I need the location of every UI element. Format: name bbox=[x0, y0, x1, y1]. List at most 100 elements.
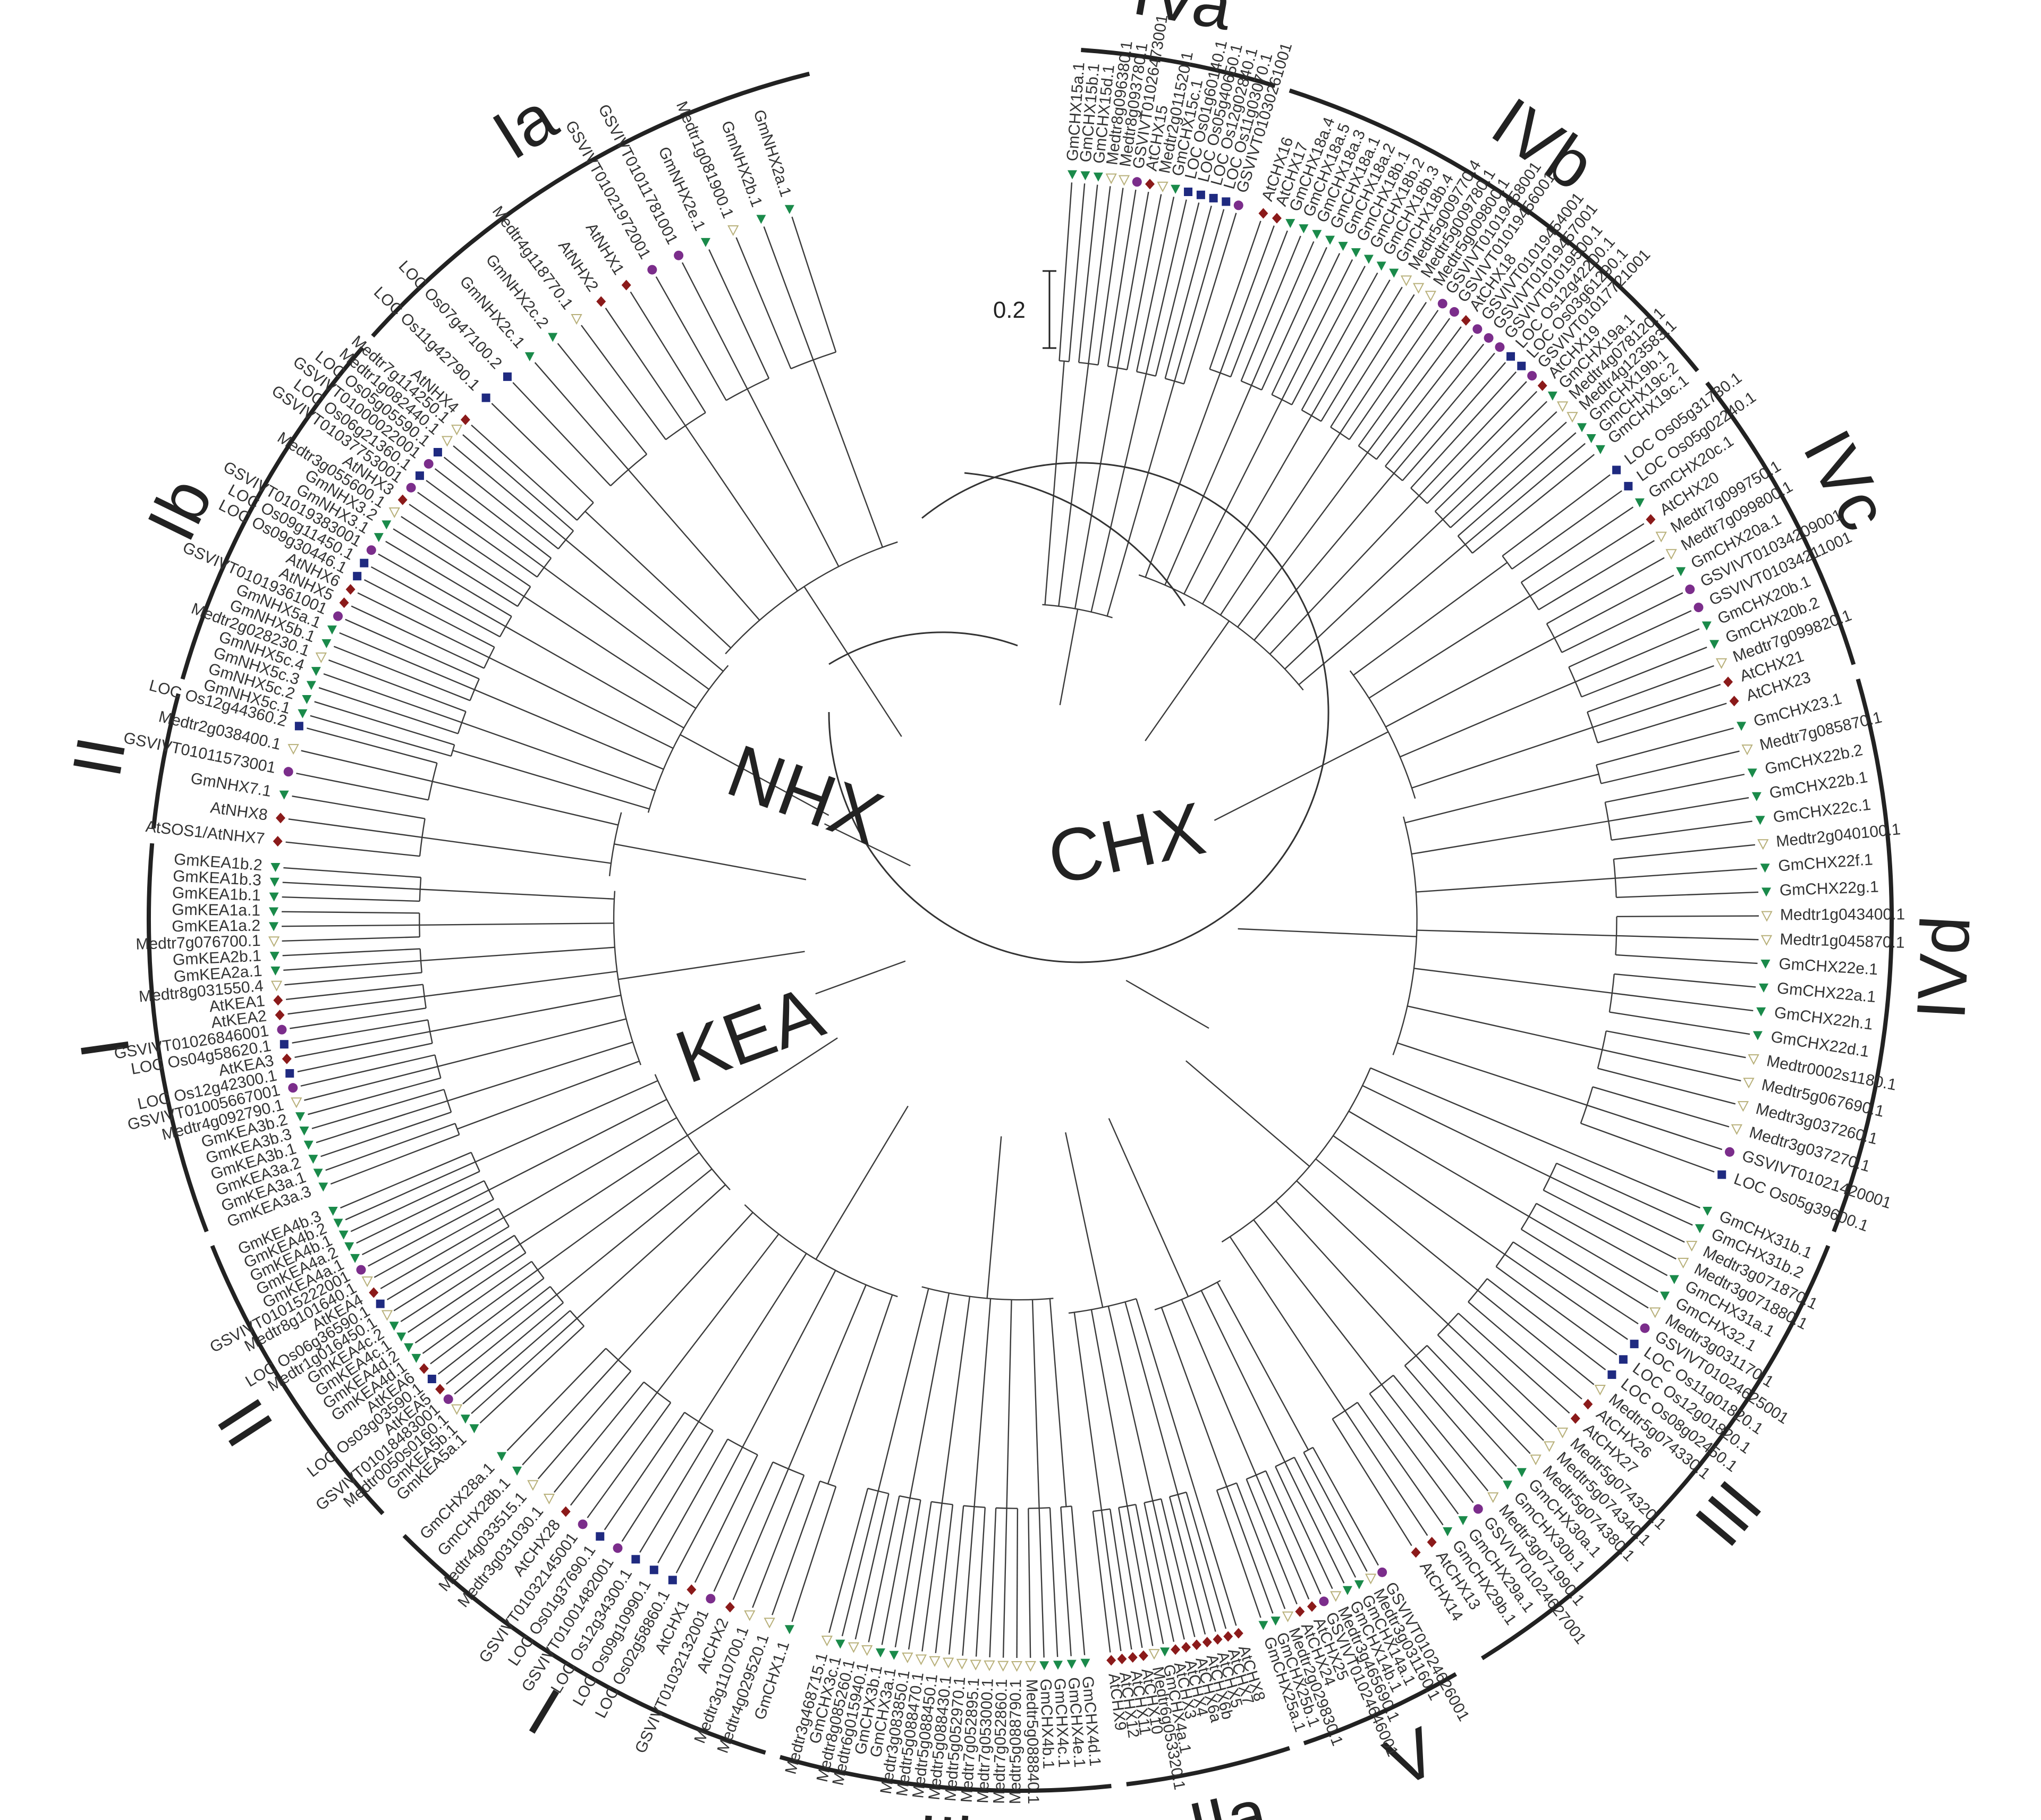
branch bbox=[1464, 443, 1586, 545]
branch bbox=[407, 1252, 527, 1333]
branch bbox=[414, 1260, 532, 1344]
branch bbox=[772, 1480, 821, 1615]
branch bbox=[345, 619, 480, 680]
branch bbox=[727, 1438, 758, 1455]
branch bbox=[453, 445, 566, 540]
taxon-marker bbox=[299, 1126, 309, 1136]
branch bbox=[553, 1382, 645, 1493]
taxon-marker bbox=[1105, 173, 1117, 184]
taxon-marker bbox=[397, 494, 408, 505]
taxon-marker bbox=[1495, 342, 1505, 352]
clade-arc bbox=[371, 71, 810, 338]
taxon-marker bbox=[360, 558, 369, 568]
branch bbox=[1261, 247, 1327, 391]
taxon-marker bbox=[345, 584, 355, 595]
branch bbox=[283, 960, 421, 971]
branch bbox=[1415, 1355, 1517, 1467]
taxon-marker bbox=[269, 892, 279, 902]
branch bbox=[1161, 1307, 1227, 1487]
branch bbox=[1609, 1011, 1750, 1035]
branch bbox=[1060, 1506, 1072, 1656]
branch bbox=[1145, 373, 1221, 578]
taxon-marker bbox=[277, 1025, 287, 1035]
branch bbox=[1349, 670, 1416, 799]
branch bbox=[429, 994, 621, 1032]
branch bbox=[655, 276, 727, 401]
taxon-marker bbox=[275, 812, 285, 824]
branch bbox=[1393, 1375, 1489, 1492]
taxon-marker bbox=[1068, 170, 1078, 180]
branch bbox=[374, 1208, 499, 1278]
branch bbox=[1418, 381, 1527, 496]
family-label-chx: CHX bbox=[1041, 786, 1212, 900]
branch bbox=[1437, 1334, 1544, 1441]
taxon-label: GmCHX22a.1 bbox=[1776, 979, 1877, 1006]
branch bbox=[1090, 1309, 1128, 1506]
branch bbox=[512, 382, 611, 487]
taxon-marker bbox=[306, 681, 316, 690]
taxon-marker bbox=[1715, 658, 1727, 669]
taxon-marker bbox=[543, 1493, 555, 1505]
taxon-marker bbox=[339, 597, 349, 608]
branch bbox=[363, 579, 495, 648]
taxon-marker bbox=[1630, 1340, 1639, 1349]
branch bbox=[605, 1348, 632, 1372]
taxon-marker bbox=[1271, 1616, 1281, 1626]
branch bbox=[1135, 1504, 1164, 1644]
taxon-marker bbox=[1080, 171, 1090, 181]
branch bbox=[713, 1461, 774, 1592]
branch bbox=[1183, 399, 1283, 595]
clade-arcs bbox=[147, 48, 1894, 1793]
branch bbox=[975, 1507, 986, 1657]
taxon-marker bbox=[1272, 213, 1282, 224]
branch bbox=[1616, 891, 1759, 898]
branch bbox=[665, 412, 706, 441]
center-arcs bbox=[828, 462, 1329, 963]
branch bbox=[1330, 294, 1415, 428]
branch bbox=[1118, 1507, 1143, 1648]
branch bbox=[1107, 366, 1128, 370]
branch bbox=[1344, 1410, 1428, 1536]
taxon-marker bbox=[1106, 1655, 1116, 1666]
taxon-marker bbox=[700, 238, 710, 247]
taxon-marker bbox=[1319, 1596, 1329, 1606]
branch bbox=[1155, 202, 1200, 376]
branch bbox=[618, 951, 805, 980]
branch bbox=[1447, 1324, 1557, 1428]
taxon-marker bbox=[273, 836, 283, 847]
taxon-marker bbox=[1389, 268, 1399, 278]
branch bbox=[1543, 1189, 1676, 1260]
branch bbox=[287, 995, 425, 1015]
taxon-marker bbox=[613, 1543, 623, 1553]
taxon-marker bbox=[1053, 1661, 1063, 1670]
branch bbox=[684, 425, 798, 591]
branch bbox=[1253, 1219, 1382, 1385]
taxon-marker bbox=[1685, 585, 1695, 595]
taxon-marker bbox=[548, 333, 558, 342]
taxon-marker bbox=[1325, 235, 1335, 245]
taxon-marker bbox=[1437, 299, 1447, 309]
branch bbox=[1271, 394, 1292, 405]
branch bbox=[815, 960, 906, 995]
branch bbox=[1596, 765, 1602, 784]
branch bbox=[1255, 1475, 1310, 1599]
taxon-marker bbox=[361, 1276, 373, 1288]
taxon-marker bbox=[1222, 197, 1231, 206]
branch bbox=[1145, 199, 1187, 374]
branch bbox=[1136, 197, 1175, 372]
taxon-marker bbox=[1400, 275, 1412, 286]
taxon-marker bbox=[1747, 768, 1757, 778]
taxon-marker bbox=[1191, 1639, 1201, 1650]
taxon-marker bbox=[1737, 722, 1747, 731]
branch bbox=[519, 1135, 688, 1245]
taxon-marker bbox=[1181, 1641, 1191, 1653]
branch bbox=[1216, 1282, 1309, 1451]
clade-label: Ia bbox=[479, 78, 570, 174]
branch bbox=[1164, 385, 1252, 586]
branch bbox=[1237, 452, 1368, 628]
branch bbox=[443, 456, 559, 549]
taxon-marker bbox=[647, 265, 657, 275]
branch bbox=[1613, 859, 1617, 898]
taxon-marker bbox=[381, 1310, 393, 1321]
taxon-marker bbox=[1701, 621, 1712, 631]
